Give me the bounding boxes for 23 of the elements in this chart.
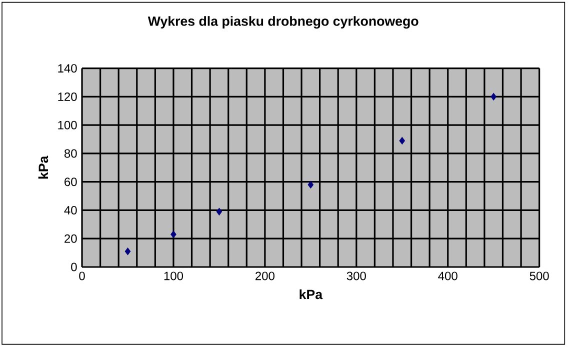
x-tick-label: 300 [346,272,366,280]
point [399,137,405,145]
x-tick-label: 400 [438,272,458,280]
y-tick-label: 20 [64,234,77,244]
point [170,230,176,238]
y-tick-label: 100 [58,121,77,130]
y-tick-label: 80 [64,149,77,158]
x-tick-label: 500 [530,272,549,280]
x-tick-label: 100 [164,272,184,280]
x-tick-label: 0 [79,272,85,280]
y-axis-title: kPa [38,156,48,179]
x-axis-title: kPa [300,290,323,300]
y-tick-label: 40 [64,206,77,215]
chart-title: Wykres dla piasku drobnego cyrkonowego [148,16,418,29]
y-tick-label: 140 [58,64,77,73]
y-tick-label: 120 [58,92,77,102]
x-tick-label: 200 [256,272,274,280]
y-tick-label: 0 [71,262,77,272]
point [124,248,131,256]
point [308,181,314,189]
point [216,208,222,216]
point [490,93,496,101]
y-tick-label: 60 [64,178,77,186]
